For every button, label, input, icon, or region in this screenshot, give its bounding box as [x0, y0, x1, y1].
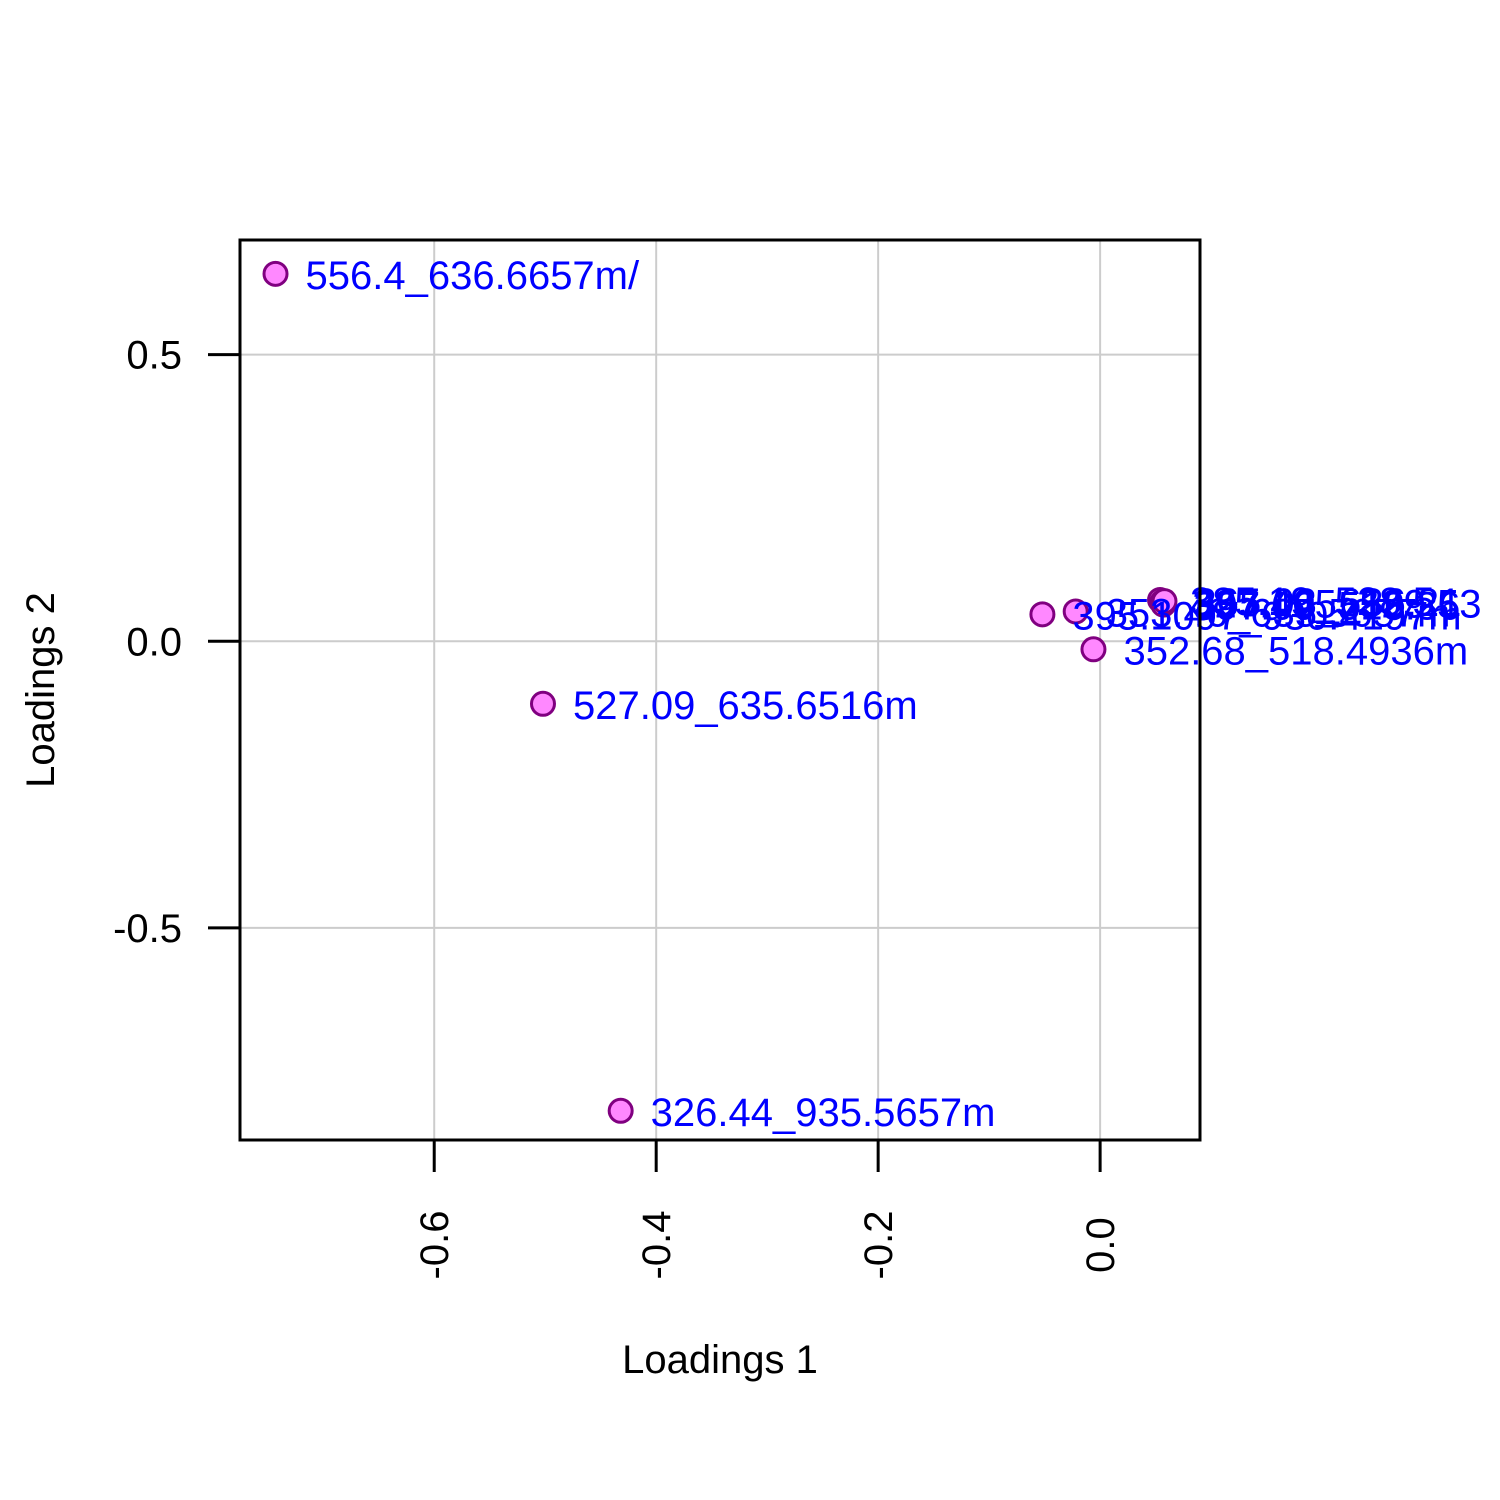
y-tick-label: -0.5	[113, 907, 182, 951]
point-labels: 556.4_636.6657m/527.09_635.6516m 326.44_9…	[306, 254, 1482, 1135]
x-axis-title: Loadings 1	[622, 1338, 818, 1382]
y-tick-label: 0.0	[126, 620, 182, 664]
x-tick-label: -0.4	[635, 1211, 679, 1280]
point-label: 365.03_636.21	[1194, 581, 1461, 625]
axes: -0.6 -0.4 -0.2 0.0 -0.5 0.0 0.5	[113, 334, 1123, 1280]
data-point	[1080, 636, 1107, 663]
x-tick-label: -0.6	[413, 1211, 457, 1280]
point-label: 352.68_518.4936m	[1123, 629, 1468, 673]
data-points	[262, 260, 1178, 1124]
data-point	[529, 690, 556, 717]
point-label: 385.19_528.5	[1190, 580, 1435, 624]
y-axis-title: Loadings 2	[19, 592, 63, 788]
data-point	[1029, 601, 1056, 628]
data-point	[1062, 598, 1089, 625]
point-label: 395.1097_930.4197m	[1072, 594, 1461, 638]
point-label: 326.44_935.5657m	[651, 1091, 996, 1135]
grid-lines	[240, 240, 1200, 1140]
point-label: 527.09_635.6516m	[573, 684, 918, 728]
data-point	[607, 1097, 634, 1124]
plot-frame	[238, 238, 1202, 1142]
point-label: 556.4_636.6657m/	[306, 254, 641, 298]
x-tick-label: 0.0	[1079, 1217, 1123, 1273]
point-label: 397.09_518.36	[1193, 585, 1460, 629]
point-label: 327.405_529.53	[1192, 582, 1481, 626]
data-point	[262, 260, 289, 287]
point-label: 353.46_635.5657m	[1106, 591, 1451, 635]
data-point	[1151, 588, 1178, 615]
y-tick-label: 0.5	[126, 334, 182, 378]
x-tick-label: -0.2	[857, 1211, 901, 1280]
